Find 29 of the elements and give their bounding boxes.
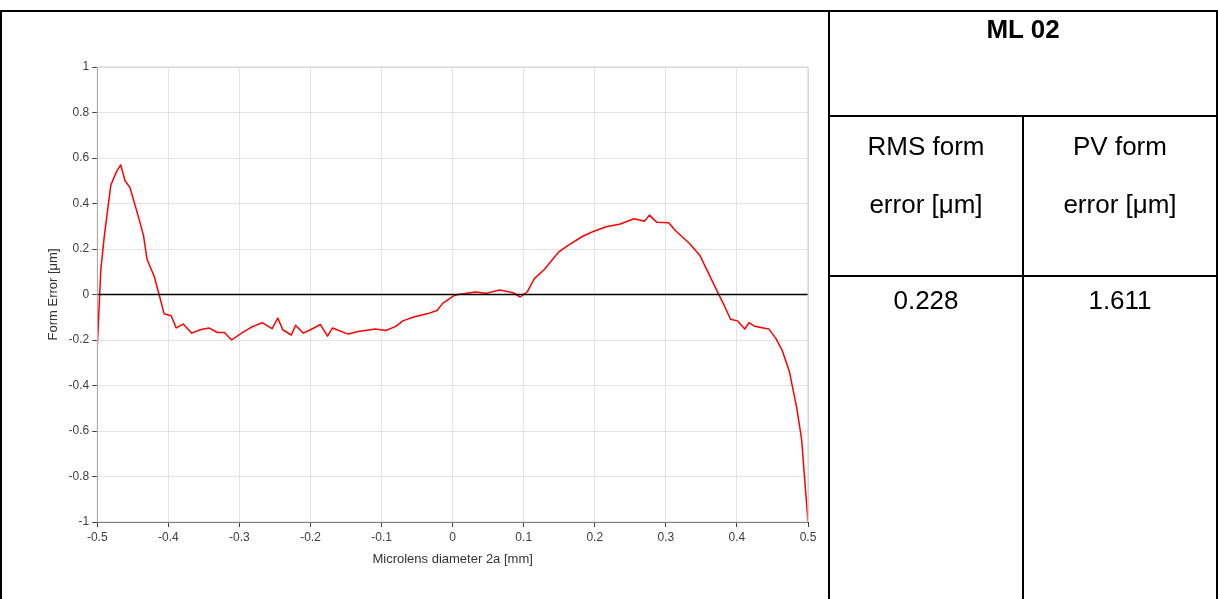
y-tick-label: -0.8 xyxy=(68,468,90,483)
text: ML 02 xyxy=(830,12,1216,117)
text: PV form error [μm] xyxy=(1022,117,1216,275)
x-tick-label: -0.1 xyxy=(371,529,393,544)
y-tick-label: 0 xyxy=(82,286,90,301)
x-tick-label: -0.5 xyxy=(86,529,108,544)
x-tick-label: 0.5 xyxy=(799,529,817,544)
y-tick-label: -0.4 xyxy=(68,377,90,392)
x-tick-label: 0.4 xyxy=(728,529,746,544)
text: RMS form error [μm] xyxy=(866,130,986,221)
x-tick-label: -0.4 xyxy=(158,529,180,544)
y-tick-label: 0.2 xyxy=(72,241,90,256)
text: 0.228 xyxy=(892,284,960,317)
x-tick-label: 0.3 xyxy=(657,529,675,544)
y-tick-label: -0.2 xyxy=(68,332,90,347)
x-tick-label: 0.2 xyxy=(586,529,604,544)
y-tick-label: 0.8 xyxy=(72,104,90,119)
y-tick-label: 0.6 xyxy=(72,150,90,165)
y-tick-label: 1 xyxy=(82,59,90,74)
y-axis-title: Form Error [μm] xyxy=(45,248,61,341)
x-tick-label: -0.3 xyxy=(229,529,251,544)
y-tick-label: -0.6 xyxy=(68,423,90,438)
y-tick-label: 0.4 xyxy=(72,195,90,210)
text: 1.611 xyxy=(1022,277,1216,599)
x-axis-title: Microlens diameter 2a [mm] xyxy=(372,550,533,566)
x-tick-label: 0.1 xyxy=(515,529,533,544)
x-tick-label: -0.2 xyxy=(300,529,322,544)
y-tick-label: -1 xyxy=(78,514,90,529)
x-tick-label: 0 xyxy=(449,529,457,544)
